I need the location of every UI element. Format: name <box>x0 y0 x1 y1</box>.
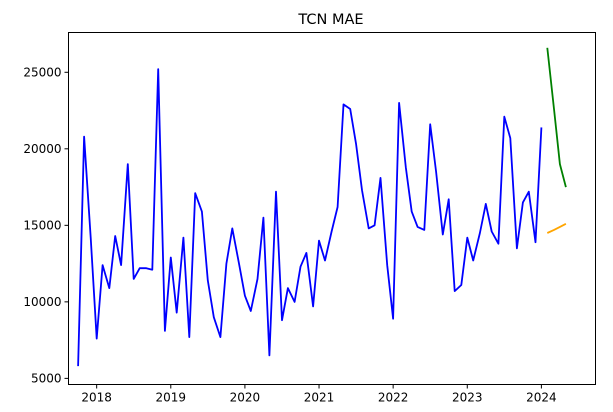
x-tick-label: 2021 <box>304 391 335 405</box>
x-tick-label: 2020 <box>230 391 261 405</box>
chart-title: TCN MAE <box>297 12 363 28</box>
y-tick-label: 25000 <box>23 65 61 79</box>
y-axis: 5000 10000 15000 20000 25000 <box>23 65 69 385</box>
series-line-1 <box>77 68 543 367</box>
series-layer <box>77 47 567 367</box>
series-line-3 <box>546 223 567 234</box>
y-tick-label: 5000 <box>31 371 62 385</box>
plot-frame <box>68 32 596 385</box>
x-axis: 2018 2019 2020 2021 2022 2023 2024 <box>81 384 557 405</box>
y-tick-label: 20000 <box>23 142 61 156</box>
x-tick-label: 2018 <box>81 391 112 405</box>
x-tick-label: 2024 <box>526 391 557 405</box>
x-tick-label: 2019 <box>156 391 187 405</box>
x-tick-label: 2022 <box>378 391 409 405</box>
series-line-2 <box>546 47 567 188</box>
y-tick-label: 15000 <box>23 218 61 232</box>
y-tick-label: 10000 <box>23 295 61 309</box>
x-tick-label: 2023 <box>452 391 483 405</box>
